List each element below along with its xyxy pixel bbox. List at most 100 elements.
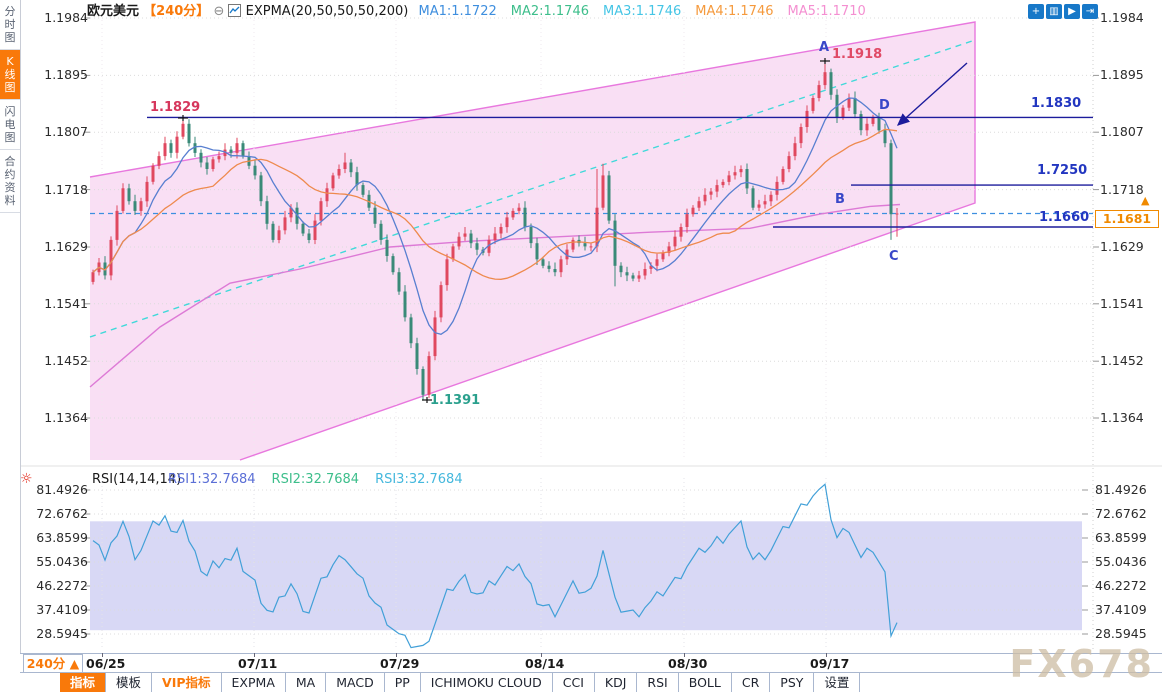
rsi-axis-label: 72.6762 bbox=[36, 506, 88, 521]
price-axis-label: 1.1718 bbox=[44, 181, 88, 197]
price-axis-label: 1.1807 bbox=[44, 124, 88, 140]
date-tick bbox=[102, 653, 103, 657]
price-axis-label: 1.1364 bbox=[44, 410, 88, 425]
toolbar-item-7[interactable]: ICHIMOKU CLOUD bbox=[421, 673, 553, 692]
price-axis-label: 1.1629 bbox=[44, 239, 88, 255]
crosshair-icon[interactable]: + bbox=[1028, 4, 1044, 19]
rsi-axis-label: 63.8599 bbox=[36, 530, 88, 545]
chart-header: 欧元美元 【240分】 ⊖ EXPMA(20,50,50,50,200) MA1… bbox=[87, 4, 880, 20]
price-axis-label-right: 1.1629 bbox=[1100, 239, 1144, 255]
date-label: 08/30 bbox=[668, 656, 708, 671]
indicator-label: EXPMA(20,50,50,50,200) bbox=[245, 4, 409, 19]
date-label: 06/25 bbox=[86, 656, 126, 671]
sidebar-tab-3[interactable]: 合约资料 bbox=[0, 150, 20, 213]
date-label: 09/17 bbox=[810, 656, 850, 671]
toolbar-item-10[interactable]: RSI bbox=[637, 673, 679, 692]
rsi-value: RSI3:32.7684 bbox=[375, 472, 463, 487]
toolbar-item-3[interactable]: EXPMA bbox=[222, 673, 286, 692]
date-label: 07/11 bbox=[238, 656, 278, 671]
toolbar-item-13[interactable]: PSY bbox=[770, 673, 815, 692]
rsi-value: RSI2:32.7684 bbox=[271, 472, 360, 487]
current-price-box: 1.1681 bbox=[1095, 210, 1159, 228]
toolbar-item-14[interactable]: 设置 bbox=[814, 673, 861, 692]
window-toolbar: + ▥ ▶ ⇥ bbox=[1026, 3, 1098, 19]
rsi-axis-label-right: 37.4109 bbox=[1095, 601, 1147, 617]
toolbar-item-6[interactable]: PP bbox=[385, 673, 421, 692]
time-axis bbox=[20, 653, 1162, 673]
price-axis-label: 1.1452 bbox=[44, 353, 88, 369]
rsi-axis-label-right: 63.8599 bbox=[1095, 530, 1147, 545]
toolbar-item-1[interactable]: 模板 bbox=[106, 673, 153, 692]
price-axis-label: 1.1895 bbox=[44, 67, 88, 83]
rsi-axis-label-right: 72.6762 bbox=[1095, 506, 1147, 521]
rsi-values: RSI1:32.7684 RSI2:32.7684 RSI3:32.7684 bbox=[168, 472, 479, 487]
price-axis-label-right: 1.1364 bbox=[1100, 410, 1144, 425]
annotation-label: D bbox=[879, 98, 890, 113]
toolbar-item-0[interactable]: 指标 bbox=[60, 673, 107, 692]
rsi-axis-label-right: 55.0436 bbox=[1095, 553, 1147, 569]
toolbar-item-11[interactable]: BOLL bbox=[679, 673, 732, 692]
date-label: 08/14 bbox=[525, 656, 565, 671]
toolbar-item-8[interactable]: CCI bbox=[553, 673, 595, 692]
price-axis-label-right: 1.1984 bbox=[1100, 10, 1144, 25]
ma-value: MA3:1.1746 bbox=[603, 4, 682, 19]
toolbar-item-9[interactable]: KDJ bbox=[595, 673, 638, 692]
price-marker-icon: ▲ bbox=[1141, 194, 1150, 207]
rsi-title: RSI(14,14,14) bbox=[92, 472, 182, 487]
toolbar-item-12[interactable]: CR bbox=[732, 673, 771, 692]
price-axis-label-right: 1.1718 bbox=[1100, 181, 1144, 197]
indicator-toolbar: 指标 模板 VIP指标 EXPMA MA MACD PP ICHIMOKU CLOUD CCI K… bbox=[20, 672, 1162, 692]
period-badge: 【240分】 bbox=[143, 4, 210, 19]
indicator-chart-icon bbox=[228, 4, 242, 22]
rsi-axis-label-right: 46.2272 bbox=[1095, 578, 1147, 593]
chart-canvas[interactable] bbox=[0, 0, 1162, 653]
collapse-icon[interactable]: ⊖ bbox=[213, 4, 225, 19]
annotation-label: 1.1391 bbox=[430, 393, 481, 408]
rsi-axis-label: 28.5945 bbox=[36, 626, 88, 641]
ma-value: MA4:1.1746 bbox=[695, 4, 774, 19]
pan-axis-icon[interactable]: ▶ bbox=[1064, 4, 1080, 19]
price-axis-label-right: 1.1541 bbox=[1100, 295, 1144, 311]
rsi-axis-label: 37.4109 bbox=[36, 601, 88, 617]
rsi-axis-label-right: 28.5945 bbox=[1095, 626, 1147, 641]
date-tick bbox=[541, 653, 542, 657]
annotation-label: 1.7250 bbox=[1037, 163, 1088, 178]
annotation-label: 1.1918 bbox=[832, 47, 883, 62]
ma-values: MA1:1.1722 MA2:1.1746 MA3:1.1746 MA4:1.1746… bbox=[419, 4, 880, 19]
date-label: 07/29 bbox=[380, 656, 420, 671]
price-axis-label: 1.1541 bbox=[44, 295, 88, 311]
annotation-label: 1.1830 bbox=[1031, 96, 1082, 111]
rsi-axis-label: 55.0436 bbox=[36, 553, 88, 569]
annotation-label: 1.1660 bbox=[1039, 210, 1090, 225]
date-tick bbox=[254, 653, 255, 657]
period-selector-button[interactable]: 240分 ▲ bbox=[23, 654, 83, 673]
exit-icon[interactable]: ⇥ bbox=[1082, 4, 1098, 19]
symbol-title: 欧元美元 bbox=[87, 4, 140, 19]
ma-value: MA1:1.1722 bbox=[418, 4, 497, 19]
zoom-axis-icon[interactable]: ▥ bbox=[1046, 4, 1062, 19]
toolbar-item-5[interactable]: MACD bbox=[326, 673, 385, 692]
ma-value: MA5:1.1710 bbox=[787, 4, 866, 19]
annotation-label: 1.1829 bbox=[150, 100, 201, 115]
annotation-label: A bbox=[819, 40, 830, 55]
annotation-label: C bbox=[889, 249, 899, 264]
sidebar-tab-2[interactable]: 闪电图 bbox=[0, 100, 20, 150]
toolbar-item-4[interactable]: MA bbox=[286, 673, 327, 692]
ma-value: MA2:1.1746 bbox=[510, 4, 589, 19]
annotation-label: B bbox=[835, 192, 845, 207]
price-axis-label-right: 1.1452 bbox=[1100, 353, 1144, 369]
price-axis-label-right: 1.1895 bbox=[1100, 67, 1144, 83]
date-tick bbox=[826, 653, 827, 657]
rsi-axis-label: 46.2272 bbox=[36, 578, 88, 593]
sidebar-tab-0[interactable]: 分时图 bbox=[0, 0, 20, 50]
watermark: FX678 bbox=[1009, 642, 1154, 686]
rsi-axis-label-right: 81.4926 bbox=[1095, 482, 1147, 497]
indicator-settings-icon[interactable]: ☼ bbox=[20, 471, 33, 487]
date-tick bbox=[684, 653, 685, 657]
toolbar-item-2[interactable]: VIP指标 bbox=[152, 673, 222, 692]
date-tick bbox=[396, 653, 397, 657]
rsi-value: RSI1:32.7684 bbox=[168, 472, 256, 487]
